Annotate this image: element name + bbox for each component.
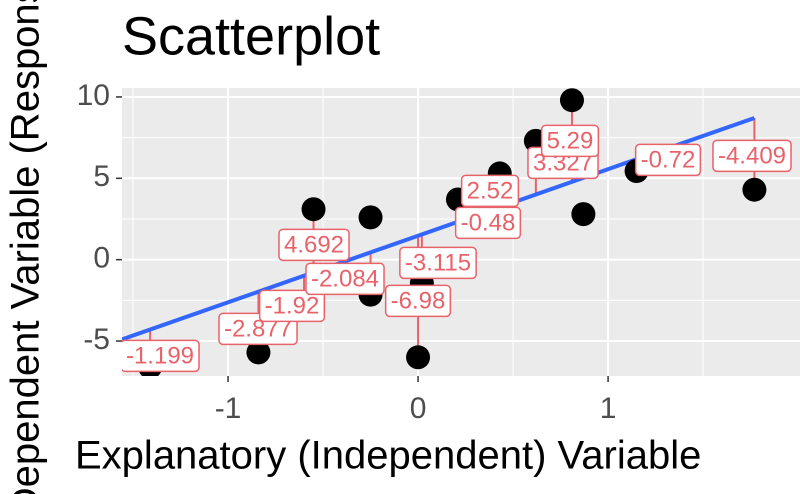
residual-label: -0.72 [634,143,702,177]
point [742,177,767,202]
label-box [122,339,200,373]
point [358,205,383,230]
y-axis-title: Dependent Variable (Response) [4,0,48,494]
point [301,197,326,222]
y-tick-label: 0 [93,242,110,275]
residual-label-text: 4.692 [284,231,344,258]
x-axis-title: Explanatory (Independent) Variable [75,434,701,478]
residual-label-text: -4.409 [718,142,786,169]
y-tick-label: 10 [77,79,110,112]
residual-label: -1.199 [122,339,200,373]
y-tick-label: -5 [83,323,110,356]
label-box [399,246,477,280]
point [559,88,584,113]
label-box [540,124,600,158]
residual-label-text: 5.29 [547,127,594,154]
chart-title: Scatterplot [122,6,380,66]
residual-label-text: 2.52 [467,177,514,204]
residual-label: -3.115 [399,246,477,280]
x-tick-label: 0 [410,392,427,425]
x-tick-label: 1 [600,392,617,425]
label-box [278,228,350,262]
label-box [454,206,522,240]
residual-label-text: -1.92 [265,292,320,319]
residual-label: -4.409 [712,139,792,173]
point [571,202,596,227]
label-box [305,262,385,296]
residual-label-text: -2.084 [311,265,379,292]
residual-label: 5.29 [540,124,600,158]
residual-label-text: -6.98 [391,287,446,314]
y-tick-label: 5 [93,160,110,193]
point [406,345,431,370]
residual-label: 4.692 [278,228,350,262]
label-box [384,284,452,318]
label-box [460,174,520,208]
residual-label: -2.084 [305,262,385,296]
residual-label-text: -0.72 [641,146,696,173]
label-box [634,143,702,177]
plot-area: -1.199-2.877-1.924.692-2.084-3.115-6.98-… [122,88,800,376]
residual-label: 2.52 [460,174,520,208]
point [246,340,271,365]
label-box [712,139,792,173]
x-tick-label: -1 [215,392,242,425]
label-box [258,289,326,323]
residual-label: -0.48 [454,206,522,240]
residual-label: -6.98 [384,284,452,318]
residual-label-text: -1.199 [126,342,194,369]
residual-label-text: -3.115 [405,249,471,276]
residual-label: -1.92 [258,289,326,323]
residual-label-text: -0.48 [461,209,516,236]
